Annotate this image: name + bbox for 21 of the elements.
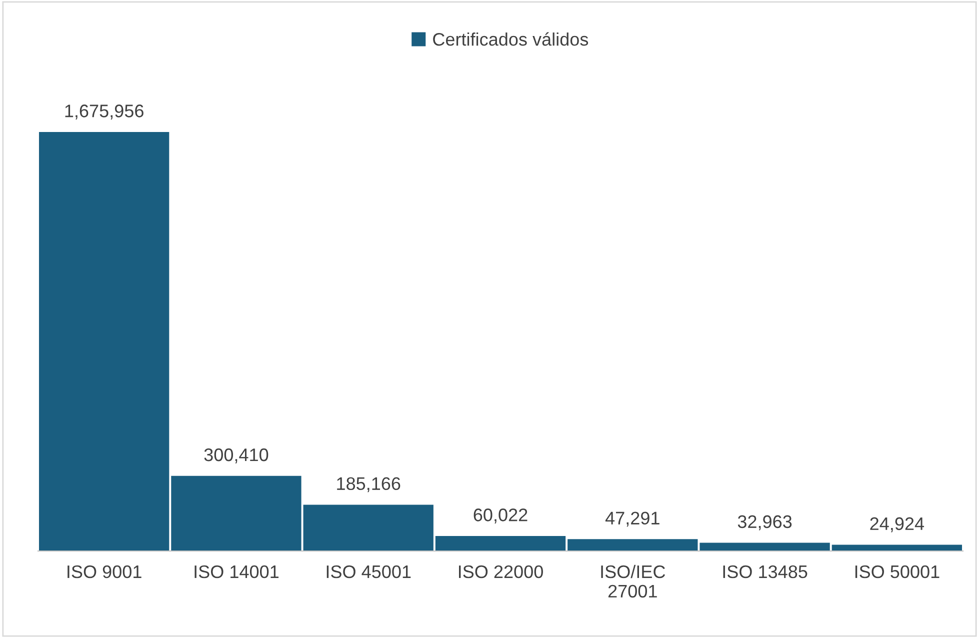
bar	[435, 536, 566, 551]
x-tick-label: ISO 9001	[68, 565, 142, 578]
legend-label: Certificados válidos	[433, 32, 588, 46]
bar	[38, 132, 170, 551]
data-label: 24,924	[870, 517, 924, 532]
data-label: 60,022	[474, 508, 528, 524]
bar	[568, 539, 698, 551]
x-tick-label: ISO 14001	[194, 565, 278, 578]
x-tick-label: ISO 50001	[855, 565, 940, 578]
bar	[700, 542, 830, 551]
data-label: 32,963	[738, 515, 792, 530]
x-tick-label: ISO 45001	[326, 565, 411, 578]
x-tick-label: ISO 22000	[459, 565, 543, 578]
data-label: 1,675,956	[65, 104, 144, 120]
bar	[303, 504, 434, 551]
data-label: 300,410	[204, 448, 268, 464]
data-label: 47,291	[605, 512, 660, 527]
data-label: 185,166	[337, 477, 400, 492]
x-tick-label: ISO/IEC 27001	[601, 564, 666, 598]
bar	[171, 476, 302, 551]
x-tick-label: ISO 13485	[723, 565, 808, 578]
